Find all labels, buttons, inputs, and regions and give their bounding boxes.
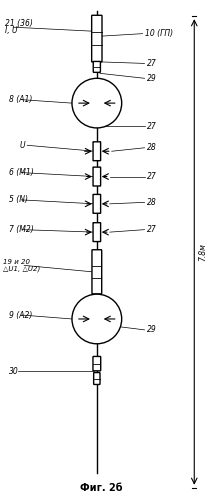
Text: 19 и 20: 19 и 20 — [3, 259, 30, 265]
FancyBboxPatch shape — [92, 15, 102, 62]
Text: 7.8м: 7.8м — [198, 243, 207, 261]
Text: 10 (ГП): 10 (ГП) — [145, 29, 173, 38]
Text: 27: 27 — [147, 225, 156, 234]
Ellipse shape — [72, 294, 122, 344]
Text: U: U — [20, 141, 25, 150]
Text: 7 (М2): 7 (М2) — [9, 225, 34, 234]
Text: 29: 29 — [147, 74, 156, 83]
FancyBboxPatch shape — [93, 142, 101, 161]
Text: Фиг. 2б: Фиг. 2б — [80, 483, 122, 493]
FancyBboxPatch shape — [93, 61, 100, 72]
FancyBboxPatch shape — [94, 373, 100, 384]
FancyBboxPatch shape — [92, 250, 102, 294]
Text: 6 (М1): 6 (М1) — [9, 168, 34, 177]
FancyBboxPatch shape — [93, 195, 101, 213]
Text: 27: 27 — [147, 59, 156, 68]
Text: 28: 28 — [147, 143, 156, 152]
Text: 8 (А1): 8 (А1) — [9, 95, 33, 104]
Text: 9 (А2): 9 (А2) — [9, 310, 33, 319]
FancyBboxPatch shape — [93, 223, 101, 242]
Text: △U1, △U2): △U1, △U2) — [3, 265, 41, 271]
Text: 30: 30 — [9, 367, 19, 376]
FancyBboxPatch shape — [93, 167, 101, 186]
FancyBboxPatch shape — [93, 356, 101, 371]
Text: 21 (36): 21 (36) — [5, 19, 33, 28]
Text: 27: 27 — [147, 172, 156, 181]
Text: 27: 27 — [147, 122, 156, 131]
Text: 28: 28 — [147, 198, 156, 207]
Text: I, U: I, U — [5, 25, 18, 34]
Ellipse shape — [72, 78, 122, 128]
Text: 29: 29 — [147, 325, 156, 334]
Text: 5 (N): 5 (N) — [9, 196, 28, 205]
